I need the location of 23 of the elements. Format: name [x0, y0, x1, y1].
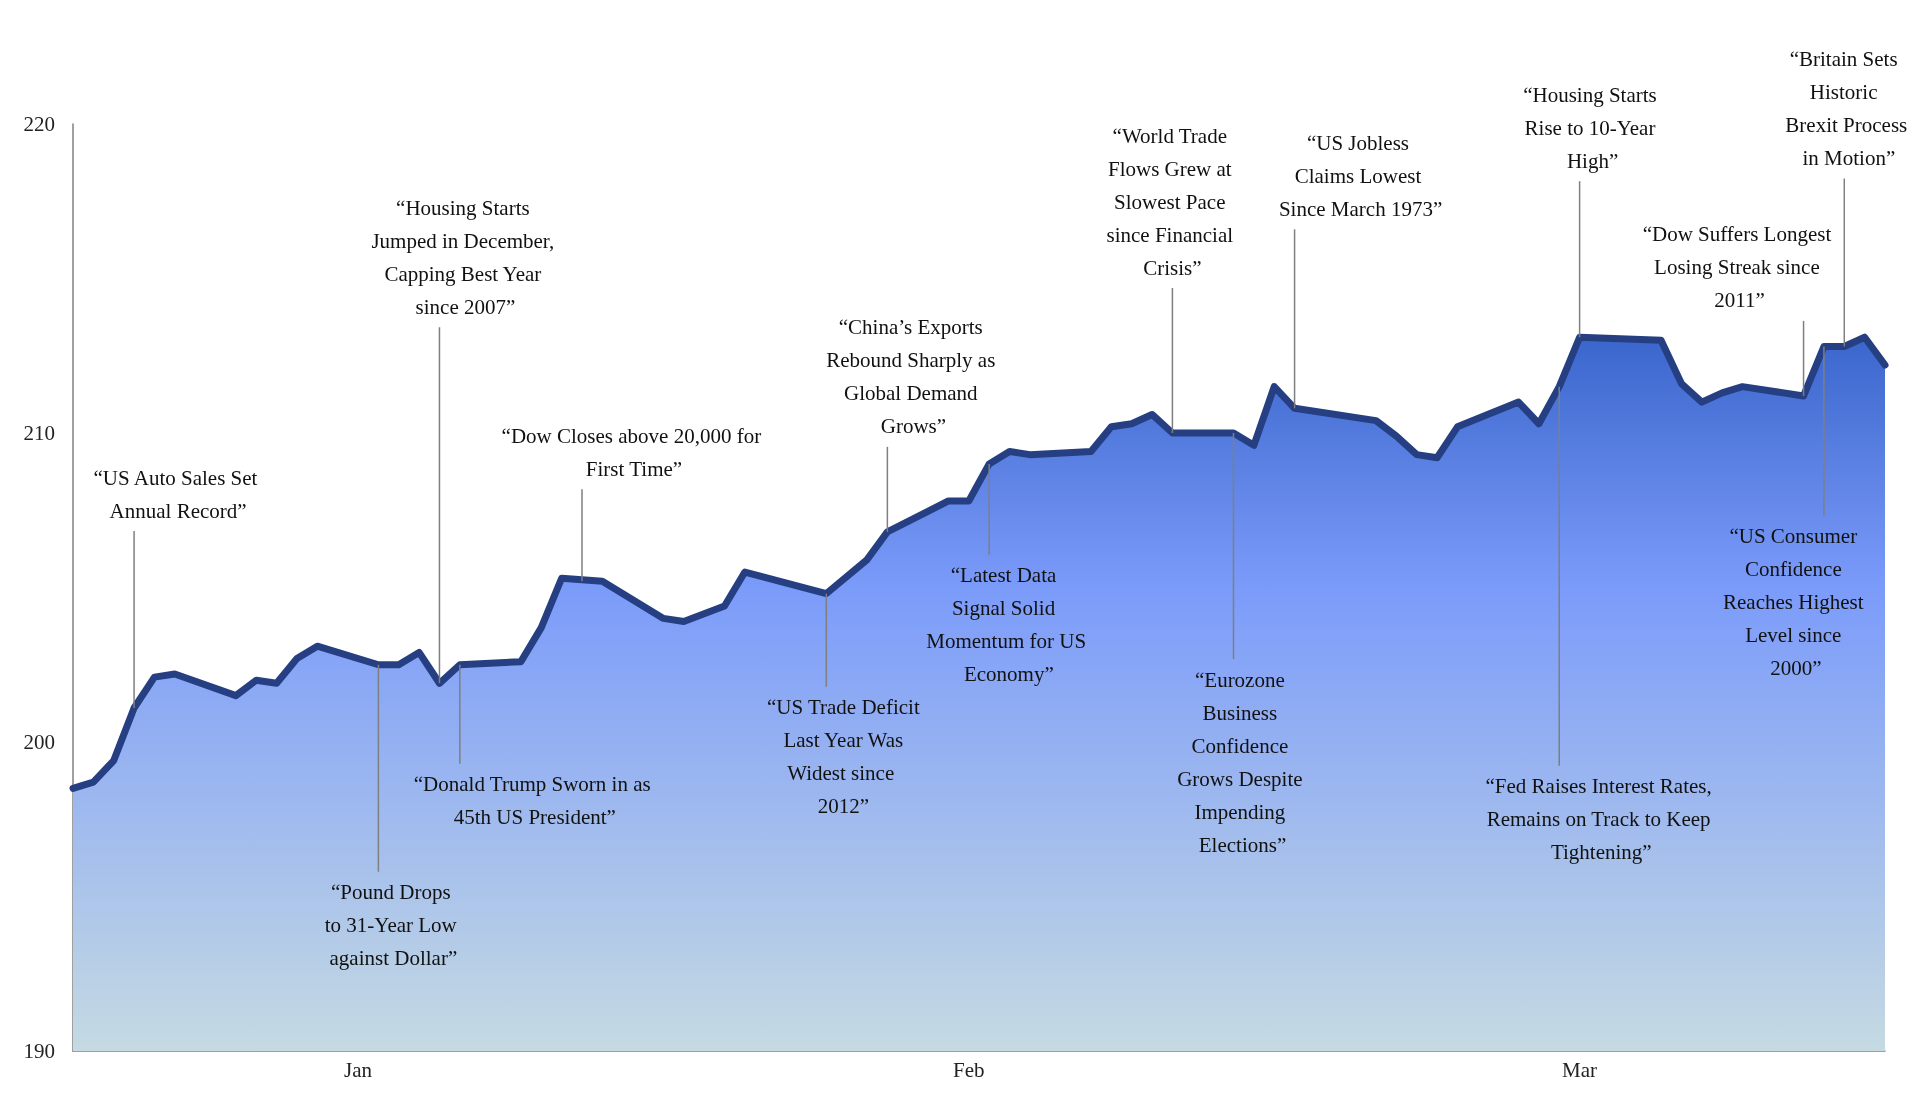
- annotation: “Pound Drops to 31-Year Low against Dollar”: [324, 880, 463, 971]
- y-tick-label: 200: [23, 730, 55, 754]
- annotation: “Housing Starts Jumped in December, Capping Best Year since 2007”: [371, 195, 560, 319]
- annotation: “World Trade Flows Grew at Slowest Pace since Financial Crisis”: [1106, 123, 1239, 280]
- y-tick-label: 210: [23, 421, 55, 445]
- x-tick-label: Mar: [1562, 1057, 1598, 1082]
- annotation: “US Jobless Claims Lowest Since March 1973”: [1278, 130, 1443, 221]
- annotation: “US Auto Sales Set Annual Record”: [93, 465, 263, 523]
- y-tick-label: 190: [23, 1039, 55, 1063]
- annotation: “Donald Trump Sworn in as 45th US President”: [413, 772, 656, 830]
- annotation: “US Trade Deficit Last Year Was Widest since 2012”: [766, 695, 920, 819]
- y-tick-label: 220: [23, 112, 55, 136]
- annotation: “Latest Data Signal Solid Momentum for US Economy”: [926, 563, 1087, 687]
- annotation: “Dow Closes above 20,000 for First Time”: [501, 423, 767, 481]
- annotation: “Eurozone Business Confidence Grows Despite Impending Elections”: [1177, 667, 1308, 857]
- annotation: “US Consumer Confidence Reaches Highest Level since 2000”: [1723, 523, 1869, 680]
- annotation: “Fed Raises Interest Rates, Remains on Track to Keep Tightening”: [1485, 774, 1718, 865]
- annotation: “Britain Sets Historic Brexit Process in Motion”: [1785, 46, 1908, 170]
- annotation: “Housing Starts Rise to 10-Year High”: [1523, 82, 1663, 173]
- x-tick-label: Feb: [953, 1057, 985, 1082]
- annotation: “Dow Suffers Longest Losing Streak since 2011”: [1642, 222, 1837, 313]
- x-tick-label: Jan: [344, 1057, 373, 1082]
- annotation: “China’s Exports Rebound Sharply as Global Demand Grows”: [826, 315, 1001, 439]
